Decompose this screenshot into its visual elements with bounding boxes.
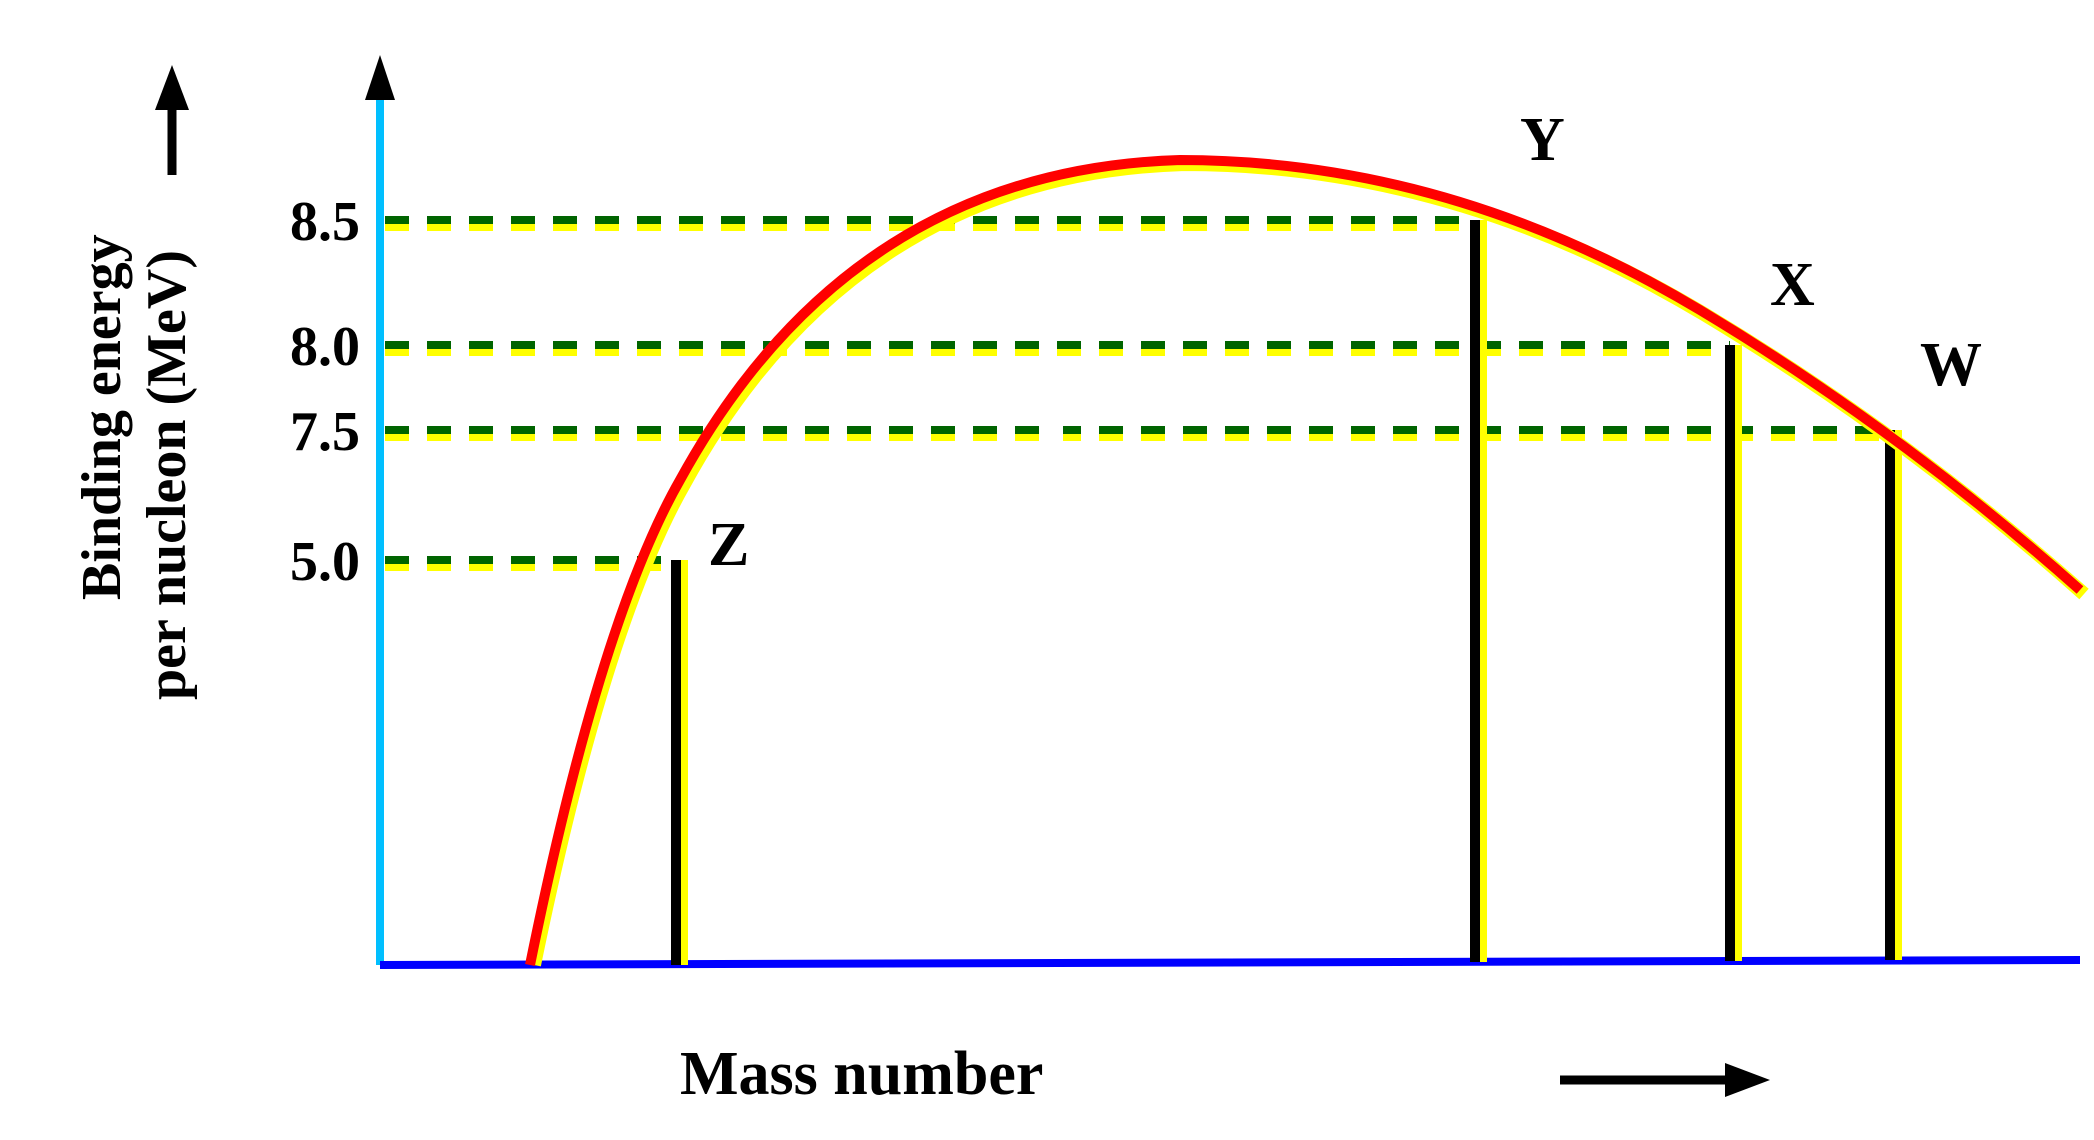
x-axis-line	[380, 960, 2080, 965]
ytick-7-5: 7.5	[250, 400, 360, 464]
curve	[530, 160, 2080, 965]
y-axis-label-line1: Binding energy	[70, 234, 134, 600]
point-label-w: W	[1920, 330, 1982, 401]
ytick-8-5: 8.5	[250, 190, 360, 254]
point-label-y: Y	[1520, 105, 1565, 176]
x-axis-label: Mass number	[680, 1039, 1043, 1110]
curve-shadow	[534, 164, 2084, 965]
y-axis-label-line2: per nucleon (MeV)	[135, 250, 199, 700]
point-label-x: X	[1770, 250, 1815, 321]
binding-energy-chart: Binding energy per nucleon (MeV) Mass nu…	[0, 0, 2094, 1140]
point-label-z: Z	[708, 510, 749, 581]
x-axis-label-arrowhead	[1725, 1063, 1770, 1097]
ytick-8-0: 8.0	[250, 315, 360, 379]
y-axis-label-arrowhead	[155, 65, 189, 110]
ytick-5-0: 5.0	[250, 530, 360, 594]
y-axis-arrowhead	[365, 55, 395, 100]
